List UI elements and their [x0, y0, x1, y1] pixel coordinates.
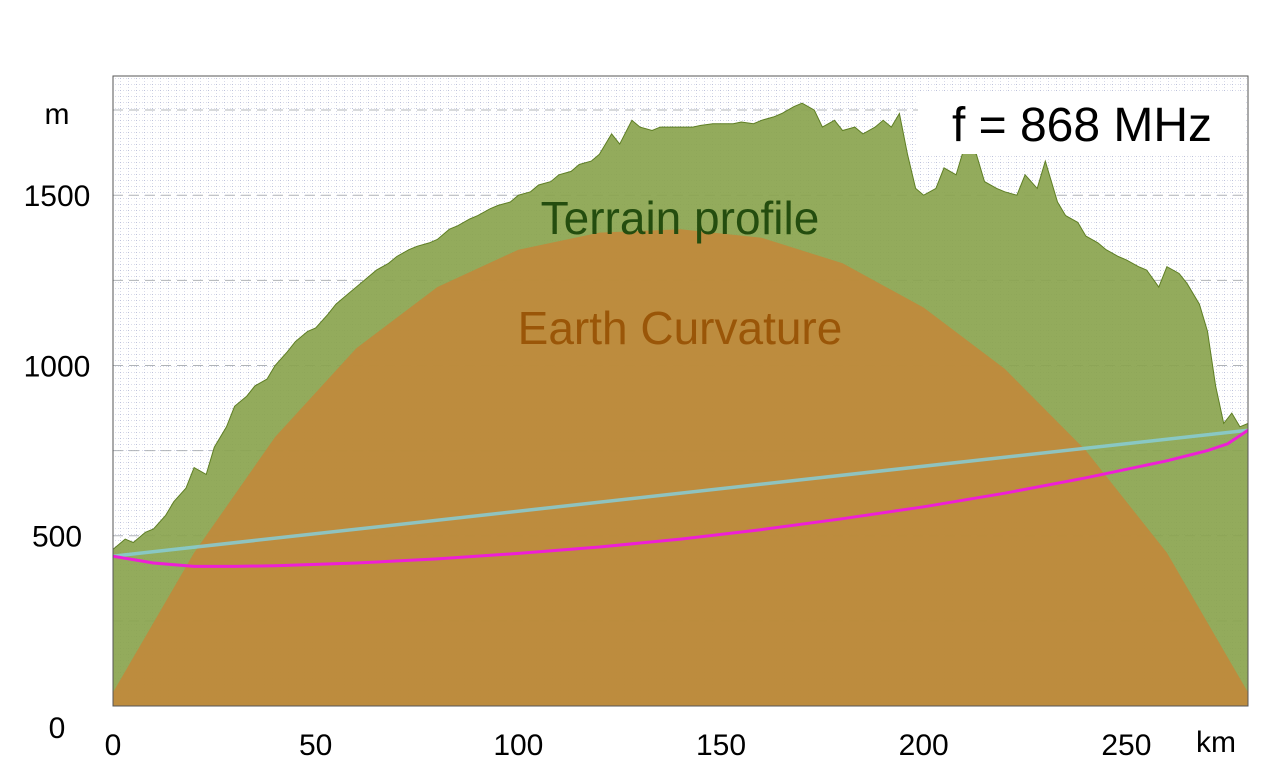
x-axis-ticks: 0 50 100 150 200 250	[105, 729, 1152, 762]
y-tick-label: 1500	[24, 180, 91, 213]
x-axis-unit: km	[1196, 726, 1236, 759]
y-tick-label: 1000	[24, 350, 91, 383]
curvature-area	[113, 229, 1248, 706]
y-tick-label: 0	[49, 712, 66, 745]
y-axis-unit: m	[45, 98, 70, 131]
y-axis-ticks: 0 500 1000 1500	[24, 180, 91, 745]
x-tick-label: 200	[899, 729, 949, 762]
x-tick-label: 100	[493, 729, 543, 762]
earth-curvature-label: Earth Curvature	[518, 302, 843, 354]
x-tick-label: 0	[105, 729, 122, 762]
line-of-sight-line	[113, 428, 1248, 558]
x-tick-label: 50	[299, 729, 332, 762]
frequency-label: f = 868 MHz	[952, 99, 1212, 152]
x-tick-label: 150	[696, 729, 746, 762]
series-layer	[113, 102, 1248, 706]
x-tick-label: 250	[1101, 729, 1151, 762]
terrain-profile-label: Terrain profile	[541, 192, 820, 244]
plot-area	[112, 75, 1249, 707]
y-tick-label: 500	[32, 521, 82, 554]
frequency-label-background	[918, 92, 1246, 154]
fresnel-line	[113, 428, 1248, 568]
plot-frame	[112, 75, 1249, 707]
